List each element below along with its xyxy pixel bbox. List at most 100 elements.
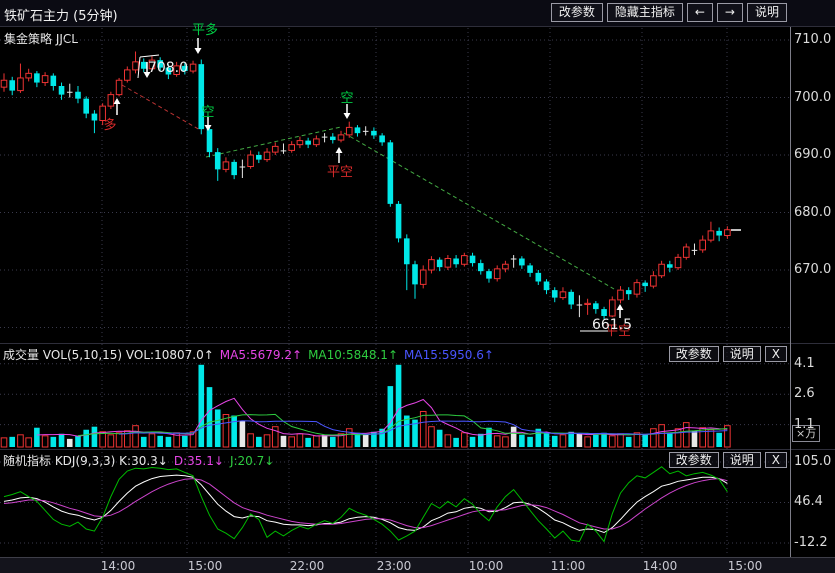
signal-marker: 空: [201, 105, 214, 120]
signal-arrowhead: [335, 147, 343, 153]
volume-bar: [231, 415, 237, 447]
volume-bar: [617, 433, 624, 448]
candle: [34, 71, 40, 88]
price-tag-pointer: [139, 54, 160, 58]
kdj-panel-button[interactable]: X: [764, 452, 787, 468]
time-axis-label: 23:00: [376, 559, 412, 573]
candle: [371, 127, 377, 139]
candle: [584, 298, 591, 315]
volume-ma10-line: [77, 413, 728, 437]
candle: [362, 126, 369, 136]
candle: [206, 126, 213, 158]
volume-bar: [25, 437, 32, 448]
volume-bar: [17, 434, 24, 448]
volume-bar: [493, 435, 501, 448]
signal-arrowhead: [204, 125, 212, 131]
candle: [617, 286, 624, 304]
volume-bar: [419, 410, 427, 448]
volume-bar: [625, 436, 632, 447]
volume-bar: [66, 438, 73, 447]
candle: [140, 58, 147, 73]
volume-bar: [288, 436, 295, 448]
volume-bar: [165, 436, 172, 447]
candle: [453, 255, 459, 268]
candle: [493, 265, 501, 282]
kdj-panel-button[interactable]: 改参数: [668, 452, 719, 468]
candle: [75, 86, 81, 104]
volume-bar: [642, 434, 648, 447]
candle: [486, 268, 492, 283]
volume-bar: [182, 435, 188, 447]
time-axis-label: 15:00: [727, 559, 763, 573]
volume-bar: [716, 432, 722, 447]
candle: [305, 137, 311, 149]
volume-bar: [477, 433, 484, 447]
candle: [608, 296, 616, 318]
candle: [132, 51, 139, 74]
volume-bar: [75, 435, 81, 447]
volume-bar: [330, 436, 336, 447]
volume-panel-button[interactable]: 改参数: [668, 346, 719, 362]
kdj-d-line: [3, 478, 728, 530]
time-axis-label: 15:00: [187, 559, 223, 573]
volume-panel-button[interactable]: X: [764, 346, 787, 362]
volume-bar: [83, 429, 89, 447]
volume-panel-buttons: 改参数 说明 X: [668, 346, 787, 362]
candle: [691, 243, 698, 256]
indicator-value: 随机指标 KDJ(9,3,3) K:30.3↓: [3, 454, 168, 468]
candle: [428, 256, 435, 274]
volume-unit-label: ×万: [792, 425, 821, 442]
candle: [403, 234, 410, 291]
volume-axis-label: 4.1: [794, 355, 815, 371]
volume-bar: [173, 432, 180, 448]
candle: [222, 157, 230, 173]
volume-bar: [428, 426, 435, 448]
candle: [83, 96, 89, 119]
candle: [461, 252, 468, 267]
volume-bar: [239, 420, 246, 447]
candle: [50, 73, 57, 91]
time-axis-strip: [0, 557, 835, 573]
price-axis-label: 680.0: [794, 204, 832, 220]
toolbar-button[interactable]: 隐藏主指标: [606, 3, 683, 22]
volume-axis-label: 2.6: [794, 386, 815, 402]
candle: [115, 77, 123, 97]
volume-bar: [502, 436, 509, 448]
volume-bar: [633, 432, 641, 448]
candle: [502, 260, 509, 273]
candle: [658, 260, 665, 279]
volume-bar: [395, 364, 402, 447]
toolbar-button[interactable]: 改参数: [550, 3, 603, 22]
toolbar-button[interactable]: ←: [686, 3, 713, 22]
volume-bar: [444, 434, 452, 448]
trade-trend-line: [205, 126, 342, 158]
signal-marker: 平空: [327, 165, 353, 180]
toolbar-button[interactable]: 说明: [746, 3, 787, 22]
volume-bar: [214, 409, 221, 447]
candle: [724, 226, 731, 239]
indicator-value: D:35.1↓: [173, 454, 224, 468]
volume-bar: [436, 429, 443, 447]
volume-ma5-line: [36, 397, 728, 437]
volume-bar: [9, 436, 16, 447]
candle: [519, 256, 525, 269]
candle: [707, 221, 715, 243]
candle: [198, 59, 205, 135]
volume-bar: [256, 436, 262, 447]
volume-bar: [667, 432, 673, 447]
candle: [124, 66, 131, 83]
volume-bar: [271, 426, 279, 448]
volume-bar: [41, 435, 49, 448]
indicator-value: MA10:5848.1↑: [308, 348, 398, 362]
volume-panel-button[interactable]: 说明: [722, 346, 761, 362]
candle: [576, 295, 583, 318]
toolbar-button[interactable]: →: [716, 3, 743, 22]
volume-bar: [371, 431, 377, 447]
trade-trend-line: [121, 84, 201, 131]
volume-bar: [115, 432, 123, 448]
candle: [91, 110, 98, 134]
toolbar-button-row: 改参数 隐藏主指标 ← → 说明: [550, 3, 787, 22]
candle: [625, 287, 632, 300]
kdj-panel-button[interactable]: 说明: [722, 452, 761, 468]
